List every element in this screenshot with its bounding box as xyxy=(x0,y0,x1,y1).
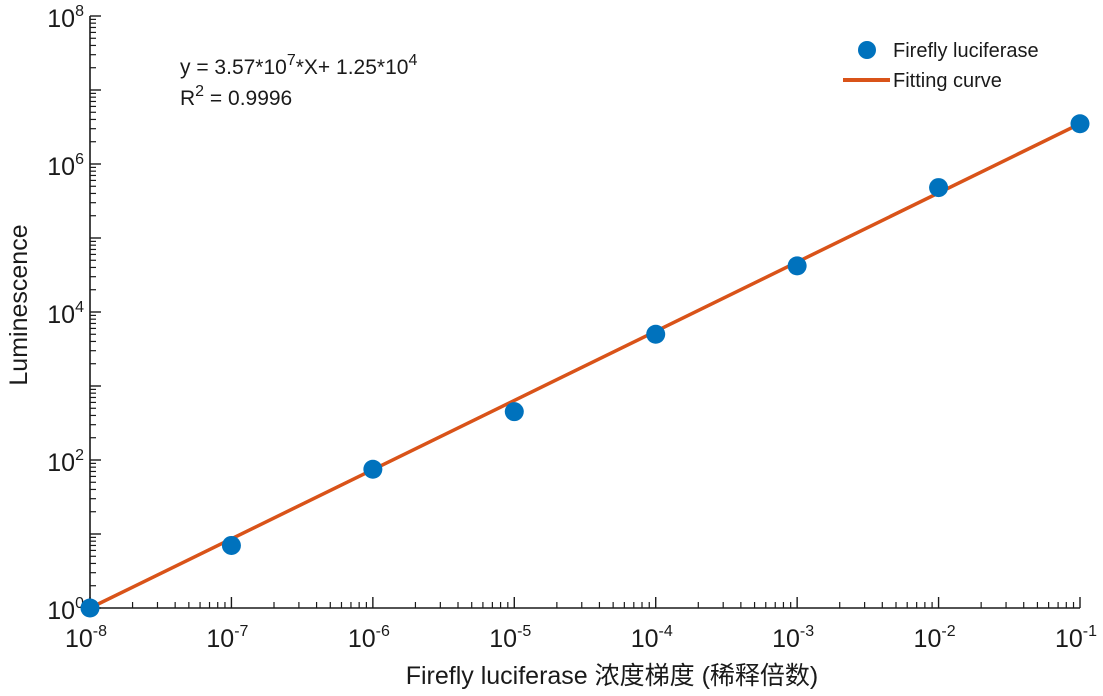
x-tick-label: 10-5 xyxy=(489,623,531,653)
tick-labels: 10-8 10-7 10-6 10-5 10-4 10-3 10-2 10-1 100 102 10… xyxy=(47,3,1097,653)
x-tick-label: 10-6 xyxy=(348,623,390,653)
data-point xyxy=(504,402,524,422)
y-tick-label: 100 xyxy=(47,595,84,625)
minor-ticks xyxy=(90,18,1075,608)
fitting-curve-layer xyxy=(89,122,1081,610)
y-axis-title: Luminescence xyxy=(5,224,33,385)
x-tick-label: 10-8 xyxy=(65,623,107,653)
data-point xyxy=(787,256,807,276)
legend-marker-points xyxy=(858,41,876,59)
x-tick-label: 10-1 xyxy=(1055,623,1097,653)
x-tick-label: 10-2 xyxy=(914,623,956,653)
data-point xyxy=(221,535,241,555)
data-point xyxy=(80,598,100,618)
data-point xyxy=(929,178,949,198)
equation-label: y = 3.57*107*X+ 1.25*104 xyxy=(180,52,417,79)
data-points-layer xyxy=(80,114,1090,618)
legend: Firefly luciferase Fitting curve xyxy=(843,40,1039,92)
y-tick-label: 106 xyxy=(47,151,84,181)
legend-label-line: Fitting curve xyxy=(893,70,1002,92)
legend-label-points: Firefly luciferase xyxy=(893,40,1039,62)
x-axis-title: Firefly luciferase 浓度梯度 (稀释倍数) xyxy=(406,662,819,690)
y-tick-label: 108 xyxy=(47,3,84,33)
x-tick-label: 10-7 xyxy=(206,623,248,653)
r-squared-label: R2 = 0.9996 xyxy=(180,83,292,110)
x-tick-label: 10-4 xyxy=(631,623,673,653)
data-point xyxy=(363,459,383,479)
y-tick-label: 102 xyxy=(47,447,84,477)
x-tick-label: 10-3 xyxy=(772,623,814,653)
data-point xyxy=(646,324,666,344)
y-tick-label: 104 xyxy=(47,299,84,329)
data-point xyxy=(1070,114,1090,134)
fitting-curve xyxy=(89,122,1081,610)
